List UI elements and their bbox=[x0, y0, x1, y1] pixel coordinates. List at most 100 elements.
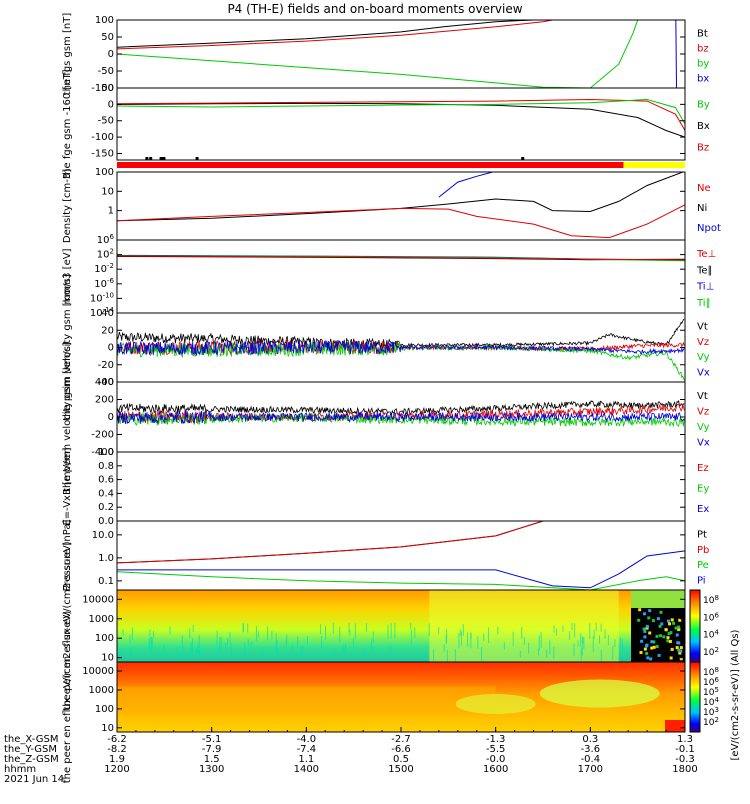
series-bx-line bbox=[675, 20, 678, 88]
spectrogram-streak bbox=[285, 639, 287, 647]
y-tick-label: 20 bbox=[101, 325, 114, 336]
spectrogram-speckle bbox=[647, 616, 651, 620]
spectrogram-speckle bbox=[656, 617, 660, 621]
spectrogram-streak bbox=[537, 648, 539, 656]
spectrogram-streak bbox=[192, 624, 194, 633]
spectrogram-streak bbox=[538, 635, 540, 651]
colorbar-tick-label: 102 bbox=[703, 646, 719, 658]
series-Pe-line bbox=[117, 571, 685, 590]
series-Ni-line bbox=[117, 172, 685, 222]
y-tick-label: -100 bbox=[91, 83, 114, 94]
spectrogram-streak bbox=[122, 628, 124, 636]
x-tick-label: -0.4 bbox=[581, 754, 601, 765]
spectrogram-streak bbox=[364, 647, 366, 657]
legend-Bt: Bt bbox=[697, 29, 708, 40]
spectrogram-speckle bbox=[645, 624, 649, 628]
spectrogram-streak bbox=[291, 643, 293, 653]
y-tick-label: 100 bbox=[95, 15, 114, 26]
y-tick-label: 10000 bbox=[82, 666, 114, 677]
spectrogram-streak bbox=[612, 645, 614, 661]
spectrogram-streak bbox=[339, 626, 341, 643]
spectrogram-streak bbox=[483, 633, 485, 641]
x-tick-label: 0.3 bbox=[582, 734, 598, 745]
spectrogram-streak bbox=[149, 629, 151, 637]
spectrogram-streak bbox=[188, 650, 190, 663]
colorbar-tick-label: 108 bbox=[703, 666, 719, 678]
spectrogram-speckle bbox=[677, 648, 681, 652]
y-tick-label: 0.0 bbox=[98, 516, 114, 527]
x-tick-label: 1.1 bbox=[298, 754, 314, 765]
y-tick-label: -150 bbox=[91, 148, 114, 159]
spectrogram-green-patch bbox=[455, 694, 536, 714]
series-Pi-line bbox=[117, 550, 685, 589]
spectrogram-speckle bbox=[655, 634, 659, 638]
y-tick-label: 40 bbox=[101, 308, 114, 319]
spectrogram-streak bbox=[600, 623, 602, 632]
spectrogram-streak bbox=[589, 623, 591, 640]
spectrogram-streak bbox=[460, 631, 462, 647]
panel-2: 50 0 -50 -100 -150 the fge gsm -160 [nT] By Bx B… bbox=[62, 69, 710, 178]
colorbar bbox=[689, 661, 701, 733]
panel-frame bbox=[116, 451, 686, 522]
series-Bx-line bbox=[117, 102, 685, 138]
spectrogram-speckle bbox=[651, 619, 655, 623]
spectrogram-streak bbox=[573, 643, 575, 657]
legend-Te⊥: Te⊥ bbox=[696, 249, 716, 260]
y-tick-label: 100 bbox=[95, 167, 114, 178]
spectrogram-band bbox=[117, 686, 496, 715]
spectrogram-speckle bbox=[648, 609, 652, 613]
spectrogram-speckle bbox=[637, 618, 641, 622]
x-tick-label: -5.5 bbox=[486, 744, 506, 755]
spectrogram-streak bbox=[198, 634, 200, 648]
spectrogram-streak bbox=[220, 637, 222, 651]
series-By-line bbox=[117, 98, 685, 125]
x-tick-label: -0.0 bbox=[486, 754, 506, 765]
legend-Bx: Bx bbox=[697, 121, 710, 132]
spectrogram-speckle bbox=[642, 627, 646, 631]
mode-bar-marker bbox=[159, 157, 163, 160]
spectrogram-speckle bbox=[677, 641, 681, 645]
series-by-line bbox=[117, 20, 639, 88]
spectrogram-streak bbox=[581, 641, 583, 656]
y-axis-label: the peim velocity gsm [km/s] bbox=[62, 274, 73, 421]
mode-bar-marker bbox=[149, 157, 153, 160]
legend-Ti⊥: Ti⊥ bbox=[696, 282, 714, 293]
spectrogram-streak bbox=[306, 636, 308, 645]
y-tick-label: 0 bbox=[108, 412, 114, 423]
spectrogram-streak bbox=[497, 626, 499, 635]
legend-Vt: Vt bbox=[697, 322, 708, 333]
panel-frame bbox=[116, 239, 686, 314]
spectrogram-speckle bbox=[658, 634, 662, 638]
spectrogram-speckle bbox=[645, 651, 649, 655]
spectrogram-streak bbox=[459, 629, 461, 636]
x-tick-label: -0.1 bbox=[675, 744, 695, 755]
spectrogram-streak bbox=[130, 648, 132, 655]
spectrogram-streak bbox=[583, 637, 585, 649]
spectrogram-streak bbox=[553, 625, 555, 633]
colorbar-tick-label: 108 bbox=[703, 594, 719, 606]
spectrogram-streak bbox=[582, 637, 584, 644]
spectrogram-streak bbox=[247, 639, 249, 646]
spectrogram-hot-corner bbox=[665, 720, 685, 732]
spectrogram-speckle bbox=[668, 622, 672, 626]
x-tick-label: 1.9 bbox=[109, 754, 125, 765]
y-tick-label: 0.8 bbox=[98, 461, 114, 472]
spectrogram-streak bbox=[229, 632, 231, 642]
y-tick-label: 0 bbox=[108, 343, 114, 354]
spectrogram-streak bbox=[176, 647, 178, 660]
spectrogram-speckle bbox=[679, 657, 683, 661]
y-tick-label: 50 bbox=[101, 32, 114, 43]
y-tick-label: 400 bbox=[95, 377, 114, 388]
series-Bt-line bbox=[117, 20, 534, 48]
spectrogram-speckle bbox=[669, 631, 673, 635]
x-tick-label: 1400 bbox=[294, 764, 319, 775]
x-tick-label: -6.2 bbox=[107, 734, 127, 745]
legend-Pe: Pe bbox=[697, 560, 709, 571]
spectrogram-speckle bbox=[648, 631, 652, 635]
mode-bar-marker bbox=[145, 157, 149, 160]
spectrogram-streak bbox=[580, 633, 582, 647]
spectrogram-speckle bbox=[660, 622, 664, 626]
spectrogram-streak bbox=[553, 646, 555, 659]
colorbar-tick-label: 104 bbox=[703, 696, 719, 708]
